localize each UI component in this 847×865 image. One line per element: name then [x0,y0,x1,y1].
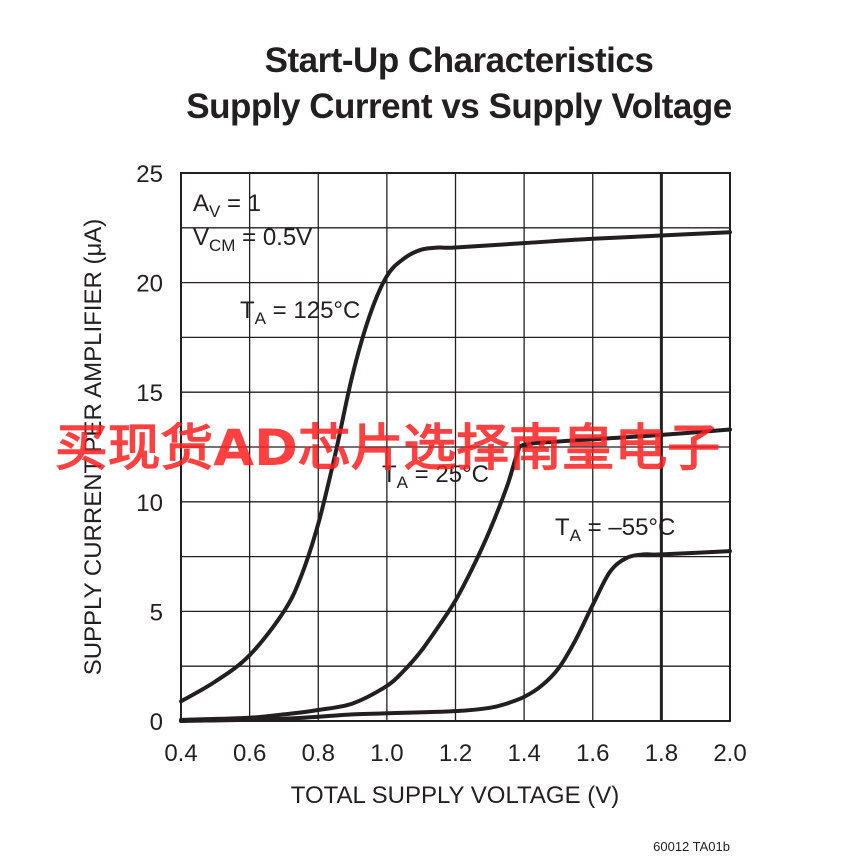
x-tick-label: 1.2 [439,740,472,767]
chart-title: Start-Up Characteristics [265,41,654,80]
x-tick-label: 1.8 [645,740,678,767]
y-tick-label: 15 [136,380,163,407]
series-line-125c [179,230,732,704]
y-tick-label: 25 [136,161,163,188]
y-tick-label: 20 [136,271,163,298]
y-axis-label: SUPPLY CURRENT PER AMPLIFIER (μA) [80,219,107,676]
x-tick-labels: 0.4 0.6 0.8 1.0 1.2 1.4 1.6 1.8 2.0 [164,740,746,767]
chart-subtitle: Supply Current vs Supply Voltage [186,87,731,126]
y-tick-label: 10 [136,490,163,517]
x-tick-label: 1.6 [576,740,609,767]
condition-av: AV = 1 [193,190,261,221]
figure-code: 60012 TA01b [653,839,730,854]
series-line-25c [179,427,732,722]
watermark-text: 买现货AD芯片选择南皇电子 [55,419,720,477]
series-line-minus55c [179,549,732,723]
series-lines [179,230,732,723]
series-label-minus55c: TA = –55°C [555,514,675,545]
y-tick-label: 0 [150,709,163,736]
series-label-25c: TA = 25°C [382,461,489,492]
x-tick-label: 1.4 [507,740,540,767]
x-tick-label: 1.0 [370,740,403,767]
x-axis-label: TOTAL SUPPLY VOLTAGE (V) [291,782,620,809]
x-tick-label: 0.6 [233,740,266,767]
plot-frame [180,172,731,722]
grid [181,173,730,721]
x-tick-label: 0.4 [164,740,197,767]
series-label-125c: TA = 125°C [240,297,360,328]
y-tick-labels: 0 5 10 15 20 25 [136,161,163,736]
x-tick-label: 0.8 [302,740,335,767]
y-tick-label: 5 [150,599,163,626]
condition-vcm: VCM = 0.5V [193,224,312,255]
x-tick-label: 2.0 [713,740,746,767]
